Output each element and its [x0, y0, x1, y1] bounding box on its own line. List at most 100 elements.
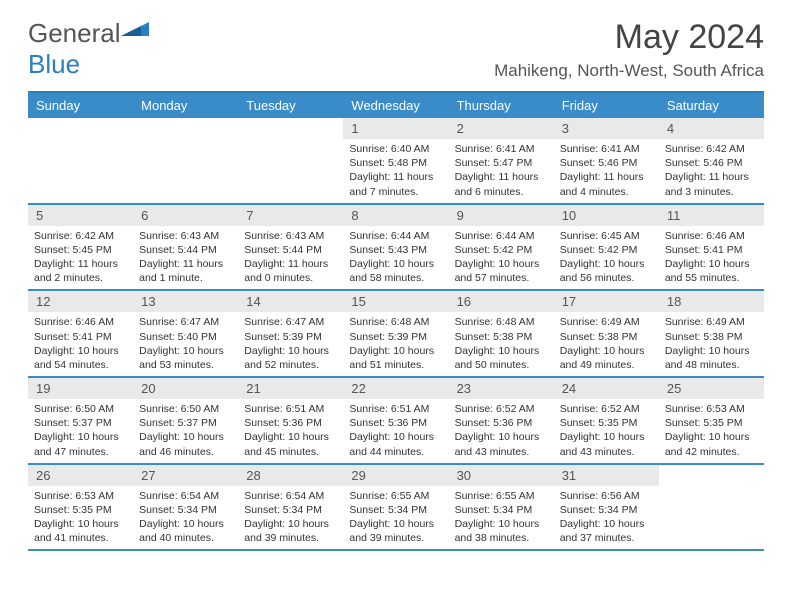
day-number: 8: [343, 205, 448, 226]
day-number: 25: [659, 378, 764, 399]
weeks-container: 1Sunrise: 6:40 AMSunset: 5:48 PMDaylight…: [28, 118, 764, 551]
day-details: Sunrise: 6:43 AMSunset: 5:44 PMDaylight:…: [133, 226, 238, 290]
calendar-cell: 26Sunrise: 6:53 AMSunset: 5:35 PMDayligh…: [28, 465, 133, 550]
day-header-tue: Tuesday: [238, 93, 343, 118]
day-details: Sunrise: 6:55 AMSunset: 5:34 PMDaylight:…: [343, 486, 448, 550]
day-details: Sunrise: 6:42 AMSunset: 5:46 PMDaylight:…: [659, 139, 764, 203]
day-header-mon: Monday: [133, 93, 238, 118]
day-number: 19: [28, 378, 133, 399]
day-number: [133, 118, 238, 139]
day-number: 14: [238, 291, 343, 312]
calendar-cell: 15Sunrise: 6:48 AMSunset: 5:39 PMDayligh…: [343, 291, 448, 376]
calendar-cell: 27Sunrise: 6:54 AMSunset: 5:34 PMDayligh…: [133, 465, 238, 550]
calendar-cell: 9Sunrise: 6:44 AMSunset: 5:42 PMDaylight…: [449, 205, 554, 290]
day-details: Sunrise: 6:45 AMSunset: 5:42 PMDaylight:…: [554, 226, 659, 290]
day-number: 4: [659, 118, 764, 139]
calendar-cell: [659, 465, 764, 550]
calendar-cell: 30Sunrise: 6:55 AMSunset: 5:34 PMDayligh…: [449, 465, 554, 550]
calendar-cell: 21Sunrise: 6:51 AMSunset: 5:36 PMDayligh…: [238, 378, 343, 463]
day-number: 21: [238, 378, 343, 399]
day-headers: Sunday Monday Tuesday Wednesday Thursday…: [28, 93, 764, 118]
day-number: 29: [343, 465, 448, 486]
calendar-cell: 6Sunrise: 6:43 AMSunset: 5:44 PMDaylight…: [133, 205, 238, 290]
day-details: Sunrise: 6:46 AMSunset: 5:41 PMDaylight:…: [659, 226, 764, 290]
day-details: Sunrise: 6:55 AMSunset: 5:34 PMDaylight:…: [449, 486, 554, 550]
day-details: Sunrise: 6:53 AMSunset: 5:35 PMDaylight:…: [659, 399, 764, 463]
location: Mahikeng, North-West, South Africa: [494, 61, 764, 81]
day-number: 5: [28, 205, 133, 226]
day-header-wed: Wednesday: [343, 93, 448, 118]
day-number: 28: [238, 465, 343, 486]
day-details: Sunrise: 6:41 AMSunset: 5:46 PMDaylight:…: [554, 139, 659, 203]
day-number: [28, 118, 133, 139]
calendar-cell: [238, 118, 343, 203]
calendar-cell: 2Sunrise: 6:41 AMSunset: 5:47 PMDaylight…: [449, 118, 554, 203]
day-number: 23: [449, 378, 554, 399]
header: GeneralBlue May 2024 Mahikeng, North-Wes…: [28, 18, 764, 81]
day-details: Sunrise: 6:42 AMSunset: 5:45 PMDaylight:…: [28, 226, 133, 290]
day-number: 31: [554, 465, 659, 486]
day-number: 17: [554, 291, 659, 312]
calendar-cell: 25Sunrise: 6:53 AMSunset: 5:35 PMDayligh…: [659, 378, 764, 463]
week-row: 26Sunrise: 6:53 AMSunset: 5:35 PMDayligh…: [28, 465, 764, 552]
day-number: 30: [449, 465, 554, 486]
logo-prefix: General: [28, 18, 121, 48]
week-row: 1Sunrise: 6:40 AMSunset: 5:48 PMDaylight…: [28, 118, 764, 205]
day-details: Sunrise: 6:51 AMSunset: 5:36 PMDaylight:…: [238, 399, 343, 463]
day-number: 24: [554, 378, 659, 399]
day-details: Sunrise: 6:46 AMSunset: 5:41 PMDaylight:…: [28, 312, 133, 376]
calendar-cell: 18Sunrise: 6:49 AMSunset: 5:38 PMDayligh…: [659, 291, 764, 376]
day-number: 20: [133, 378, 238, 399]
calendar-cell: 16Sunrise: 6:48 AMSunset: 5:38 PMDayligh…: [449, 291, 554, 376]
day-number: 26: [28, 465, 133, 486]
calendar-cell: 7Sunrise: 6:43 AMSunset: 5:44 PMDaylight…: [238, 205, 343, 290]
day-details: Sunrise: 6:48 AMSunset: 5:39 PMDaylight:…: [343, 312, 448, 376]
day-number: 12: [28, 291, 133, 312]
logo-suffix: Blue: [28, 49, 80, 79]
logo-text: GeneralBlue: [28, 18, 149, 80]
day-details: Sunrise: 6:47 AMSunset: 5:39 PMDaylight:…: [238, 312, 343, 376]
calendar-cell: 31Sunrise: 6:56 AMSunset: 5:34 PMDayligh…: [554, 465, 659, 550]
calendar-cell: 22Sunrise: 6:51 AMSunset: 5:36 PMDayligh…: [343, 378, 448, 463]
day-number: 10: [554, 205, 659, 226]
week-row: 12Sunrise: 6:46 AMSunset: 5:41 PMDayligh…: [28, 291, 764, 378]
title-block: May 2024 Mahikeng, North-West, South Afr…: [494, 18, 764, 81]
day-header-thu: Thursday: [449, 93, 554, 118]
day-details: Sunrise: 6:48 AMSunset: 5:38 PMDaylight:…: [449, 312, 554, 376]
day-number: 2: [449, 118, 554, 139]
calendar-cell: 12Sunrise: 6:46 AMSunset: 5:41 PMDayligh…: [28, 291, 133, 376]
calendar: Sunday Monday Tuesday Wednesday Thursday…: [28, 91, 764, 551]
day-number: 7: [238, 205, 343, 226]
day-details: Sunrise: 6:41 AMSunset: 5:47 PMDaylight:…: [449, 139, 554, 203]
calendar-cell: [28, 118, 133, 203]
day-details: Sunrise: 6:50 AMSunset: 5:37 PMDaylight:…: [28, 399, 133, 463]
calendar-cell: 10Sunrise: 6:45 AMSunset: 5:42 PMDayligh…: [554, 205, 659, 290]
day-number: 22: [343, 378, 448, 399]
day-number: [238, 118, 343, 139]
day-header-fri: Friday: [554, 93, 659, 118]
calendar-cell: 29Sunrise: 6:55 AMSunset: 5:34 PMDayligh…: [343, 465, 448, 550]
day-details: Sunrise: 6:49 AMSunset: 5:38 PMDaylight:…: [659, 312, 764, 376]
day-number: 13: [133, 291, 238, 312]
day-details: Sunrise: 6:40 AMSunset: 5:48 PMDaylight:…: [343, 139, 448, 203]
day-details: Sunrise: 6:44 AMSunset: 5:42 PMDaylight:…: [449, 226, 554, 290]
day-header-sun: Sunday: [28, 93, 133, 118]
calendar-cell: 4Sunrise: 6:42 AMSunset: 5:46 PMDaylight…: [659, 118, 764, 203]
day-number: 15: [343, 291, 448, 312]
calendar-cell: 20Sunrise: 6:50 AMSunset: 5:37 PMDayligh…: [133, 378, 238, 463]
day-details: Sunrise: 6:53 AMSunset: 5:35 PMDaylight:…: [28, 486, 133, 550]
day-header-sat: Saturday: [659, 93, 764, 118]
calendar-cell: 1Sunrise: 6:40 AMSunset: 5:48 PMDaylight…: [343, 118, 448, 203]
day-details: Sunrise: 6:51 AMSunset: 5:36 PMDaylight:…: [343, 399, 448, 463]
logo: GeneralBlue: [28, 18, 149, 80]
calendar-cell: 23Sunrise: 6:52 AMSunset: 5:36 PMDayligh…: [449, 378, 554, 463]
calendar-cell: 13Sunrise: 6:47 AMSunset: 5:40 PMDayligh…: [133, 291, 238, 376]
calendar-cell: [133, 118, 238, 203]
day-details: Sunrise: 6:50 AMSunset: 5:37 PMDaylight:…: [133, 399, 238, 463]
day-details: Sunrise: 6:52 AMSunset: 5:36 PMDaylight:…: [449, 399, 554, 463]
calendar-cell: 14Sunrise: 6:47 AMSunset: 5:39 PMDayligh…: [238, 291, 343, 376]
calendar-cell: 17Sunrise: 6:49 AMSunset: 5:38 PMDayligh…: [554, 291, 659, 376]
week-row: 19Sunrise: 6:50 AMSunset: 5:37 PMDayligh…: [28, 378, 764, 465]
day-details: Sunrise: 6:54 AMSunset: 5:34 PMDaylight:…: [133, 486, 238, 550]
day-number: 6: [133, 205, 238, 226]
